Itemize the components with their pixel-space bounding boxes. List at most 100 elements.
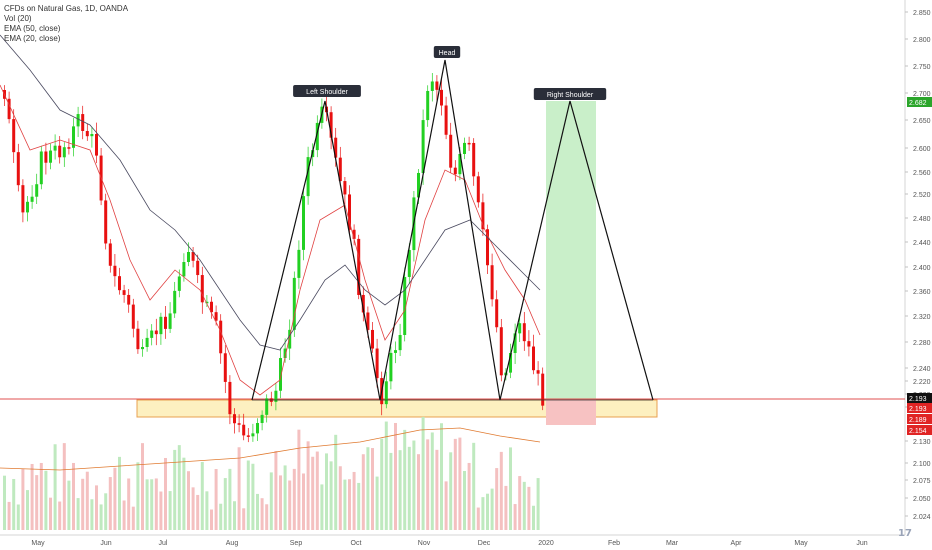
stop-zone bbox=[546, 399, 596, 425]
volume-bar bbox=[12, 478, 16, 530]
y-tick-label: 2.050 bbox=[913, 496, 931, 503]
y-tick-label: 2.100 bbox=[913, 461, 931, 468]
candle-body bbox=[472, 142, 476, 177]
candle-body bbox=[76, 114, 80, 127]
candle-body bbox=[21, 185, 25, 213]
candle-body bbox=[297, 249, 301, 278]
candle-body bbox=[499, 327, 503, 376]
candle-body bbox=[223, 353, 227, 382]
volume-bar bbox=[164, 457, 167, 530]
candle-body bbox=[210, 301, 213, 313]
volume-bar bbox=[532, 505, 535, 530]
candle-body bbox=[145, 337, 149, 348]
y-tick-label: 2.650 bbox=[913, 118, 931, 125]
candle-body bbox=[444, 105, 448, 135]
volume-bar bbox=[131, 506, 135, 530]
candle-body bbox=[260, 414, 264, 424]
volume-bar bbox=[95, 485, 98, 530]
volume-bar bbox=[302, 473, 305, 530]
volume-bar bbox=[44, 470, 48, 530]
candle-body bbox=[279, 358, 282, 391]
volume-bar bbox=[297, 429, 301, 530]
volume-bar bbox=[85, 471, 89, 530]
volume-bar bbox=[154, 478, 158, 530]
volume-bar bbox=[187, 471, 190, 530]
candle-body bbox=[334, 137, 338, 158]
volume-bar bbox=[136, 462, 140, 530]
volume-bar bbox=[343, 479, 347, 530]
volume-bar bbox=[288, 480, 292, 530]
volume-bar bbox=[108, 477, 112, 530]
pattern-annotation-text: Head bbox=[439, 50, 456, 57]
volume-bar bbox=[81, 478, 85, 530]
candle-body bbox=[62, 147, 66, 158]
volume-bar bbox=[200, 461, 204, 530]
y-tick-label: 2.850 bbox=[913, 10, 931, 17]
volume-bar bbox=[191, 487, 195, 530]
volume-bar bbox=[453, 438, 457, 530]
price-label: 2.682 bbox=[907, 97, 932, 107]
candle-body bbox=[343, 181, 347, 195]
volume-bar bbox=[35, 475, 39, 530]
candle-body bbox=[357, 238, 361, 295]
volume-bar bbox=[251, 463, 255, 530]
volume-bar bbox=[449, 452, 453, 530]
volume-bar bbox=[177, 445, 181, 530]
volume-bars bbox=[3, 416, 540, 530]
price-label-text: 2.193 bbox=[909, 406, 927, 413]
y-tick-label: 2.750 bbox=[913, 64, 931, 71]
candle-body bbox=[394, 350, 397, 353]
candle-body bbox=[306, 157, 310, 197]
volume-bar bbox=[168, 491, 172, 530]
volume-bar bbox=[481, 497, 485, 530]
candle-body bbox=[177, 276, 181, 291]
price-label: 2.193 bbox=[907, 393, 932, 403]
volume-bar bbox=[228, 468, 232, 530]
candle-body bbox=[532, 346, 535, 371]
volume-bar bbox=[352, 471, 356, 530]
y-tick-label: 2.075 bbox=[913, 478, 931, 485]
x-tick-label: Feb bbox=[608, 540, 620, 547]
candle-body bbox=[150, 330, 154, 338]
price-label: 2.193 bbox=[907, 403, 932, 413]
candle-body bbox=[490, 265, 494, 300]
candle-body bbox=[72, 126, 75, 148]
candle-body bbox=[219, 320, 223, 354]
candle-body bbox=[375, 348, 379, 379]
price-label-text: 2.682 bbox=[909, 100, 927, 107]
ema20-line bbox=[0, 84, 541, 396]
candle-body bbox=[421, 120, 425, 173]
y-tick-label: 2.280 bbox=[913, 340, 931, 347]
y-tick-label: 2.400 bbox=[913, 265, 931, 272]
x-tick-label: Mar bbox=[666, 540, 679, 547]
candle-body bbox=[122, 290, 126, 295]
candle-body bbox=[338, 157, 342, 182]
candle-body bbox=[315, 122, 319, 151]
volume-bar bbox=[62, 443, 66, 530]
candle-body bbox=[495, 299, 499, 328]
volume-bar bbox=[26, 490, 29, 530]
candle-body bbox=[39, 151, 43, 185]
ema50-line bbox=[0, 34, 541, 351]
volume-bar bbox=[3, 475, 6, 530]
volume-bar bbox=[30, 463, 34, 530]
candle-body bbox=[265, 398, 269, 415]
candle-body bbox=[463, 142, 466, 154]
volume-bar bbox=[509, 447, 512, 530]
volume-bar bbox=[53, 444, 57, 530]
volume-bar bbox=[283, 465, 287, 530]
candle-body bbox=[16, 152, 20, 186]
volume-bar bbox=[315, 451, 319, 530]
volume-bar bbox=[348, 479, 351, 530]
candle-body bbox=[173, 290, 177, 314]
volume-bar bbox=[150, 479, 154, 530]
y-tick-label: 2.024 bbox=[913, 514, 931, 521]
candle-body bbox=[30, 196, 34, 202]
candle-body bbox=[228, 381, 232, 415]
volume-bar bbox=[233, 501, 236, 530]
volume-bar bbox=[145, 479, 149, 530]
y-tick-label: 2.240 bbox=[913, 366, 931, 373]
volume-bar bbox=[486, 493, 489, 530]
volume-bar bbox=[366, 447, 370, 530]
